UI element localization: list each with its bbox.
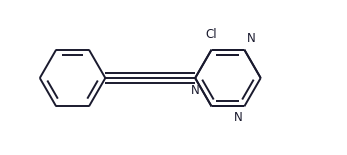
Text: Cl: Cl <box>206 28 217 41</box>
Text: N: N <box>234 111 242 124</box>
Text: N: N <box>246 32 255 45</box>
Text: N: N <box>191 84 200 97</box>
